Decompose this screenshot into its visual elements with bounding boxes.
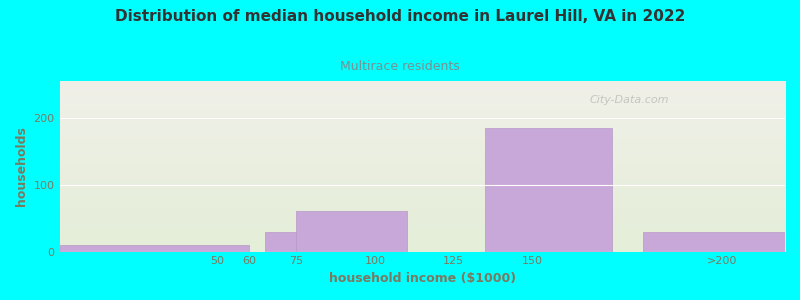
Text: Multirace residents: Multirace residents — [340, 60, 460, 73]
Bar — [59, 245, 249, 252]
Bar — [643, 232, 785, 252]
X-axis label: household income ($1000): household income ($1000) — [329, 272, 516, 285]
Text: City-Data.com: City-Data.com — [589, 94, 669, 105]
Bar — [296, 212, 406, 252]
Bar — [486, 128, 611, 252]
Bar — [265, 232, 296, 252]
Y-axis label: households: households — [15, 126, 28, 206]
Text: Distribution of median household income in Laurel Hill, VA in 2022: Distribution of median household income … — [115, 9, 685, 24]
